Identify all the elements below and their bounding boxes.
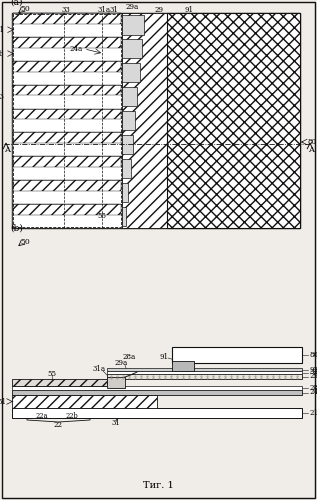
Bar: [12, 13, 122, 37]
Bar: [107, 371, 302, 374]
Text: 22b: 22b: [66, 412, 78, 420]
Text: 92: 92: [310, 366, 317, 374]
Bar: [167, 13, 300, 228]
Bar: [122, 111, 135, 130]
Bar: [122, 40, 142, 58]
Text: Τиг. 1: Τиг. 1: [143, 482, 173, 490]
Bar: [13, 37, 121, 48]
Text: 28a: 28a: [122, 353, 136, 361]
Bar: [12, 180, 122, 204]
Bar: [12, 204, 122, 228]
Text: 50: 50: [20, 5, 30, 13]
Bar: [12, 84, 122, 108]
Bar: [122, 13, 167, 228]
Text: 22: 22: [54, 421, 63, 429]
Text: 28: 28: [310, 384, 317, 392]
Bar: [12, 156, 122, 180]
Bar: [13, 156, 121, 167]
Bar: [122, 158, 131, 178]
Bar: [122, 63, 139, 82]
Bar: [12, 13, 300, 228]
Bar: [122, 206, 126, 226]
Bar: [122, 182, 128, 202]
Bar: [107, 374, 302, 379]
Bar: [13, 204, 121, 215]
Bar: [12, 408, 302, 418]
Text: 80: 80: [310, 351, 317, 359]
Bar: [12, 108, 122, 132]
Text: (b): (b): [10, 224, 23, 233]
Text: 91: 91: [159, 353, 169, 361]
Bar: [12, 132, 122, 156]
Text: 24: 24: [310, 388, 317, 396]
Text: 50: 50: [20, 238, 30, 246]
Text: (a): (a): [10, 0, 23, 7]
Bar: [12, 61, 122, 84]
Bar: [12, 379, 107, 386]
Text: 21: 21: [310, 409, 317, 417]
Text: 22a: 22a: [36, 412, 48, 420]
Bar: [13, 84, 121, 96]
Bar: [13, 132, 121, 143]
Text: 33: 33: [61, 6, 70, 14]
Text: 80: 80: [308, 138, 317, 146]
Bar: [12, 386, 302, 390]
Bar: [13, 13, 121, 24]
Bar: [122, 87, 137, 106]
Bar: [12, 37, 122, 61]
Text: 29: 29: [154, 6, 164, 14]
Text: 55: 55: [98, 212, 107, 220]
Text: 29a: 29a: [114, 359, 128, 367]
Text: 31: 31: [112, 419, 120, 427]
Text: 31a: 31a: [93, 365, 106, 373]
Text: 93: 93: [0, 92, 4, 100]
Text: A: A: [4, 146, 10, 154]
Text: 31: 31: [110, 6, 119, 14]
Text: 29: 29: [310, 372, 317, 380]
Text: 22b: 22b: [0, 50, 4, 58]
Text: 51: 51: [0, 26, 4, 34]
Bar: [13, 108, 121, 120]
Bar: [107, 368, 302, 371]
Text: 29a: 29a: [126, 3, 139, 11]
Bar: [107, 377, 125, 388]
Text: 31a: 31a: [97, 6, 111, 14]
Bar: [13, 14, 121, 227]
Text: 24a: 24a: [70, 45, 83, 53]
Text: 91: 91: [184, 6, 193, 14]
Bar: [172, 361, 194, 371]
Bar: [12, 390, 302, 395]
Bar: [172, 347, 302, 363]
Bar: [122, 135, 133, 154]
Bar: [122, 16, 144, 34]
Bar: [13, 61, 121, 72]
Text: A: A: [308, 146, 314, 154]
Bar: [12, 395, 157, 408]
Text: 33: 33: [310, 368, 317, 376]
Text: 55: 55: [48, 370, 56, 378]
Bar: [13, 180, 121, 191]
Text: 51: 51: [0, 398, 6, 406]
